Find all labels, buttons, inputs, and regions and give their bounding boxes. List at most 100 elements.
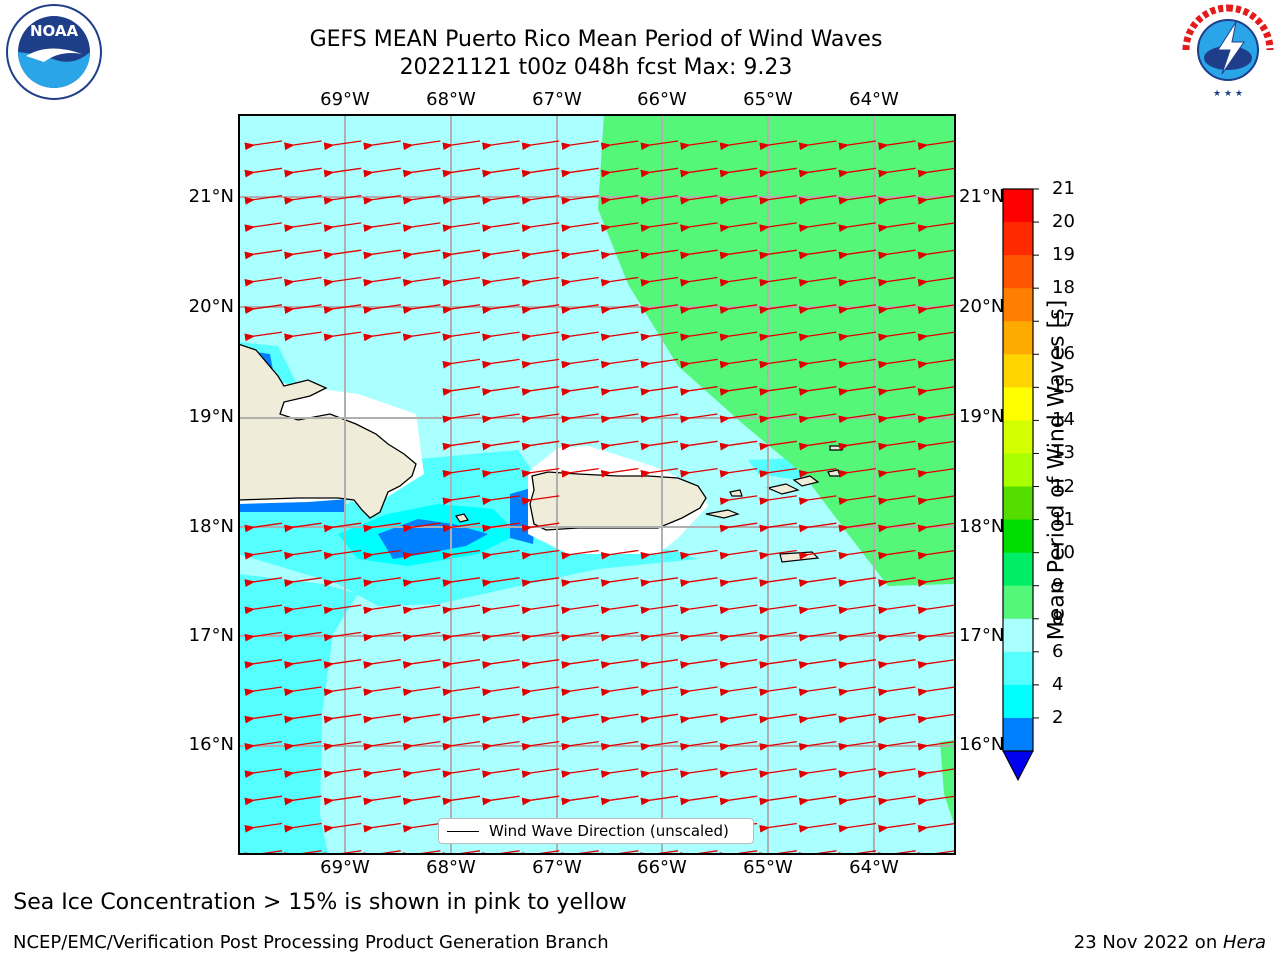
wind-wave-arrow bbox=[284, 194, 322, 205]
colorbar-band bbox=[1003, 189, 1033, 223]
wind-wave-arrow bbox=[600, 358, 639, 369]
wind-wave-arrow bbox=[442, 276, 481, 287]
wind-wave-arrow bbox=[363, 577, 401, 587]
wind-wave-arrow bbox=[284, 249, 322, 260]
wind-wave-arrow bbox=[680, 795, 718, 806]
wind-wave-arrow bbox=[561, 713, 599, 724]
wind-wave-arrow bbox=[878, 631, 916, 642]
wind-wave-arrow bbox=[917, 522, 954, 533]
map-legend: Wind Wave Direction (unscaled) bbox=[438, 818, 754, 844]
colorbar-tick-label: 10 bbox=[1052, 541, 1075, 563]
lon-label-top-67w: 67°W bbox=[532, 89, 582, 110]
wind-wave-arrow bbox=[838, 659, 877, 669]
wind-wave-arrow bbox=[442, 386, 481, 396]
land-culebra bbox=[729, 489, 743, 497]
wind-wave-arrow bbox=[323, 850, 362, 853]
wind-wave-arrow bbox=[402, 167, 441, 178]
colorbar-tick-label: 14 bbox=[1052, 409, 1075, 431]
wind-wave-arrow bbox=[561, 631, 599, 642]
wind-wave-arrow bbox=[323, 686, 362, 697]
wind-wave-arrow bbox=[798, 822, 837, 833]
colorbar-band bbox=[1003, 255, 1033, 289]
wind-wave-arrow bbox=[798, 222, 837, 233]
wind-wave-arrow bbox=[561, 795, 599, 806]
wind-wave-arrow bbox=[402, 795, 441, 806]
wind-wave-arrow bbox=[521, 413, 560, 424]
wind-wave-arrow bbox=[363, 249, 401, 260]
wind-wave-arrow bbox=[284, 577, 322, 587]
wind-wave-arrow bbox=[838, 549, 877, 560]
colorbar-band bbox=[1003, 684, 1033, 719]
wind-wave-arrow bbox=[798, 358, 837, 369]
wind-wave-arrow bbox=[798, 167, 837, 178]
period-6-8-region-southwest bbox=[238, 574, 358, 853]
wind-wave-arrow bbox=[917, 413, 954, 424]
wind-wave-arrow bbox=[600, 194, 639, 205]
wind-wave-arrow bbox=[363, 795, 401, 806]
wind-wave-arrow bbox=[759, 331, 797, 342]
colorbar-tick-label: 17 bbox=[1052, 310, 1075, 332]
colorbar-band bbox=[1003, 222, 1033, 256]
wind-wave-arrow bbox=[640, 386, 679, 396]
wind-wave-arrow bbox=[759, 850, 797, 853]
wind-wave-arrow bbox=[561, 686, 599, 697]
wind-wave-arrow bbox=[878, 577, 916, 587]
wind-wave-arrow bbox=[402, 331, 441, 342]
wind-wave-arrow bbox=[482, 768, 520, 779]
wind-wave-arrow bbox=[759, 631, 797, 642]
legend-label: Wind Wave Direction (unscaled) bbox=[489, 822, 729, 840]
wind-wave-arrow bbox=[442, 740, 481, 751]
wind-wave-arrow bbox=[798, 249, 837, 260]
wind-wave-arrow bbox=[838, 495, 877, 506]
wind-wave-arrow bbox=[640, 167, 679, 178]
wind-wave-arrow bbox=[878, 549, 916, 560]
wind-wave-arrow bbox=[363, 140, 401, 151]
wind-wave-arrow bbox=[600, 331, 639, 342]
wind-wave-arrow bbox=[838, 631, 877, 642]
wind-wave-arrow bbox=[878, 140, 916, 151]
wind-wave-arrow bbox=[561, 167, 599, 178]
colorbar-band bbox=[1003, 585, 1033, 620]
wind-wave-arrow bbox=[521, 740, 560, 751]
wind-wave-arrow bbox=[878, 440, 916, 451]
wind-wave-arrow bbox=[759, 140, 797, 151]
wind-wave-arrow bbox=[719, 549, 758, 560]
wind-wave-arrow bbox=[640, 140, 679, 151]
wind-wave-arrow bbox=[878, 686, 916, 697]
wind-wave-arrow bbox=[600, 276, 639, 287]
wind-wave-arrow bbox=[323, 631, 362, 642]
wind-wave-arrow bbox=[838, 577, 877, 587]
wind-wave-arrow bbox=[402, 686, 441, 697]
wind-wave-arrow bbox=[244, 713, 283, 724]
chart-title-line2: 20221121 t00z 048h fcst Max: 9.23 bbox=[399, 55, 793, 80]
lat-label-left-18n: 18°N bbox=[188, 516, 234, 537]
wind-wave-arrow bbox=[284, 631, 322, 642]
colorbar-band bbox=[1003, 618, 1033, 653]
wind-wave-arrow bbox=[402, 822, 441, 833]
wind-wave-arrow bbox=[917, 386, 954, 396]
wind-wave-arrow bbox=[798, 413, 837, 424]
wind-wave-arrow bbox=[798, 440, 837, 451]
wind-wave-arrow bbox=[838, 167, 877, 178]
lat-label-left-17n: 17°N bbox=[188, 625, 234, 646]
colorbar-tick-label: 11 bbox=[1052, 508, 1075, 530]
wind-wave-arrow bbox=[482, 331, 520, 342]
land-anguilla bbox=[829, 445, 845, 451]
wind-wave-arrow bbox=[600, 167, 639, 178]
land-vieques bbox=[705, 509, 740, 519]
lon-label-top-68w: 68°W bbox=[426, 89, 476, 110]
wind-wave-arrow bbox=[600, 467, 639, 478]
wind-wave-arrow bbox=[402, 740, 441, 751]
wind-wave-arrow bbox=[640, 604, 679, 615]
wind-wave-arrow bbox=[323, 222, 362, 233]
wind-wave-arrow bbox=[561, 740, 599, 751]
wind-wave-arrow bbox=[284, 549, 322, 560]
wind-wave-arrow bbox=[838, 440, 877, 451]
wind-wave-arrow bbox=[878, 222, 916, 233]
wind-wave-arrow bbox=[600, 413, 639, 424]
wind-wave-arrow bbox=[521, 577, 560, 587]
wind-wave-arrow bbox=[917, 167, 954, 178]
wind-wave-arrow bbox=[680, 222, 718, 233]
wind-wave-arrow bbox=[600, 577, 639, 587]
wind-wave-arrow bbox=[798, 577, 837, 587]
